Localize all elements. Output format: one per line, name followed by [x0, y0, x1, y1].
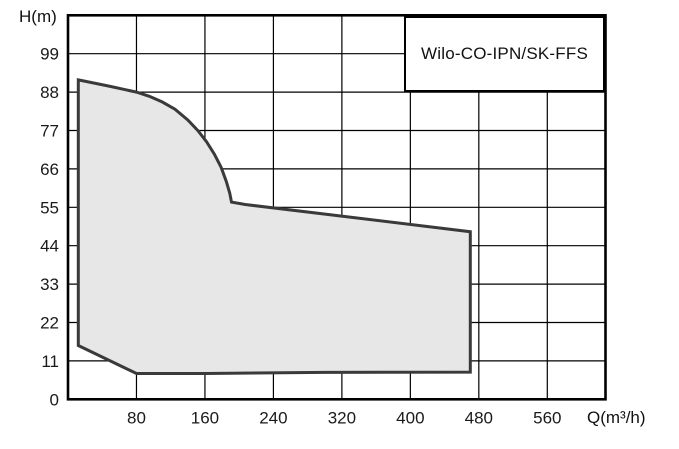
y-tick-label: 77: [40, 122, 59, 141]
x-axis-title: Q(m³/h): [587, 408, 646, 427]
x-tick-label: 80: [127, 408, 146, 427]
y-tick-label: 55: [40, 198, 59, 217]
y-axis-title: H(m): [19, 7, 57, 26]
y-tick-label: 33: [40, 275, 59, 294]
chart-title-box: Wilo-CO-IPN/SK-FFS: [404, 16, 605, 92]
operating-envelope-area: [76, 78, 472, 375]
y-tick-label: 66: [40, 160, 59, 179]
x-tick-label: 480: [465, 408, 493, 427]
y-tick-label: 99: [40, 45, 59, 64]
x-tick-label: 400: [396, 408, 424, 427]
x-tick-label: 320: [328, 408, 356, 427]
x-tick-label: 560: [533, 408, 561, 427]
y-tick-label: 22: [40, 314, 59, 333]
x-tick-label: 240: [259, 408, 287, 427]
chart-title: Wilo-CO-IPN/SK-FFS: [421, 44, 588, 63]
y-tick-label: 44: [40, 237, 59, 256]
x-tick-label: 160: [191, 408, 219, 427]
y-tick-label: 88: [40, 83, 59, 102]
y-tick-label: 11: [41, 352, 59, 371]
y-tick-label: 0: [50, 390, 59, 409]
plot-frame: [66, 14, 607, 401]
